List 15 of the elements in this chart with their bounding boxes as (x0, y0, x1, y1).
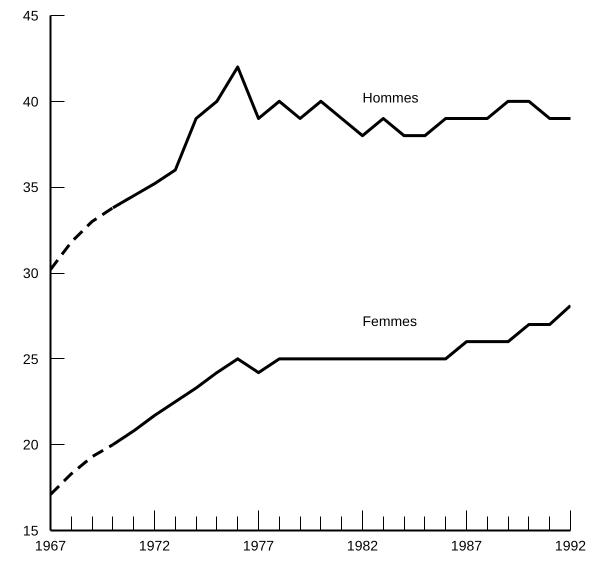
y-tick-label: 40 (22, 93, 39, 110)
y-tick-label: 15 (22, 522, 39, 538)
series-label: Hommes (362, 90, 419, 106)
y-tick-label: 35 (22, 179, 39, 196)
x-tick-label: 1992 (554, 538, 586, 554)
y-tick-label: 30 (22, 265, 39, 281)
y-tick-label: 20 (22, 436, 39, 453)
x-tick-label: 1972 (138, 538, 170, 554)
y-tick-label: 45 (22, 8, 39, 24)
x-tick-label: 1977 (242, 538, 274, 554)
x-tick-label: 1982 (346, 538, 378, 554)
x-tick-label: 1987 (450, 538, 482, 554)
text: Femmes (362, 312, 417, 329)
y-tick-label: 25 (22, 350, 39, 367)
x-tick-label: 1967 (34, 538, 66, 554)
